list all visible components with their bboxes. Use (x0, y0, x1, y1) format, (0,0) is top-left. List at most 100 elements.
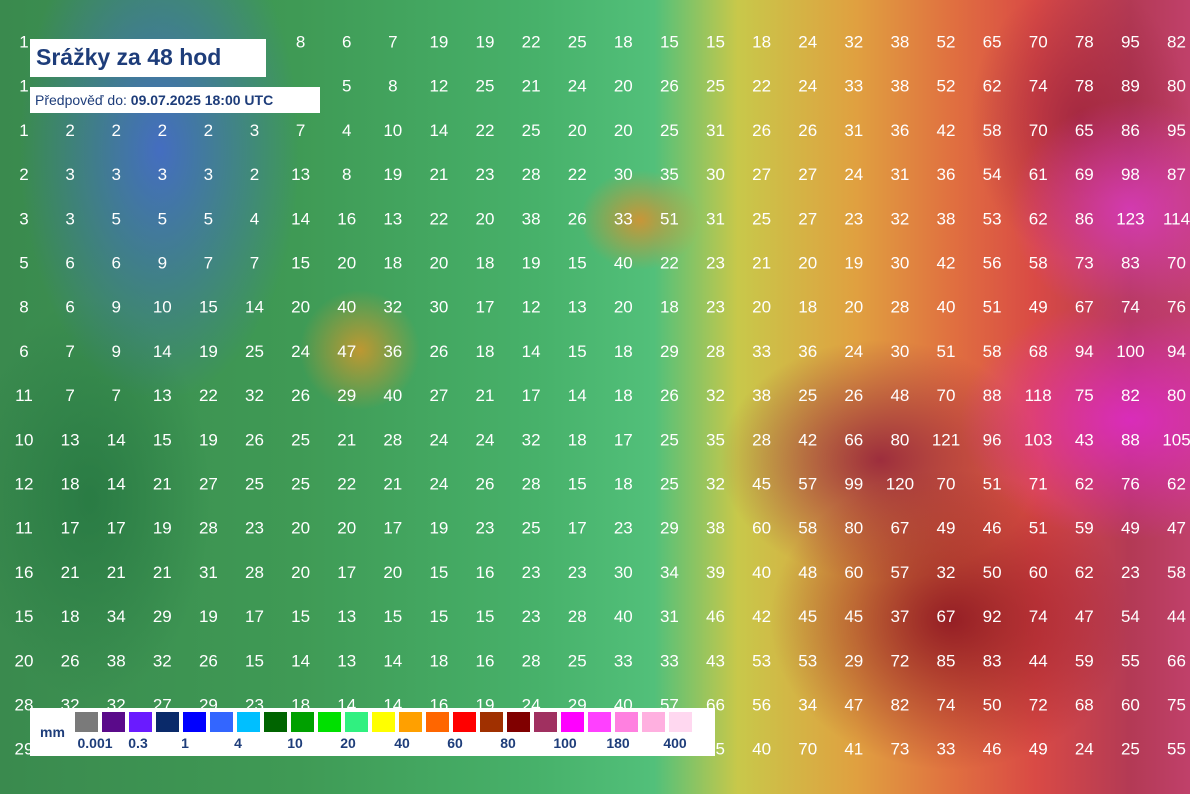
precip-value: 65 (983, 32, 1002, 51)
precip-value: 23 (476, 519, 495, 538)
precip-value: 38 (890, 32, 909, 51)
precip-value: 83 (983, 651, 1002, 670)
precip-value: 35 (706, 430, 725, 449)
precip-value: 22 (568, 165, 587, 184)
precip-value: 56 (983, 253, 1002, 272)
precip-value: 3 (19, 209, 28, 228)
precip-value: 35 (660, 165, 679, 184)
precip-value: 27 (798, 165, 817, 184)
precip-value: 21 (153, 474, 172, 493)
precip-value: 28 (522, 165, 541, 184)
precip-value: 18 (660, 298, 679, 317)
precip-value: 51 (983, 298, 1002, 317)
precip-value: 2 (250, 165, 259, 184)
precip-value: 53 (983, 209, 1002, 228)
precip-value: 8 (19, 298, 28, 317)
precip-value: 23 (245, 519, 264, 538)
precip-value: 8 (342, 165, 351, 184)
precip-value: 30 (890, 342, 909, 361)
precip-value: 40 (614, 253, 633, 272)
precip-value: 69 (1075, 165, 1094, 184)
legend-swatch (264, 712, 287, 732)
precip-value: 15 (429, 607, 448, 626)
precip-value: 22 (660, 253, 679, 272)
precip-value: 62 (1075, 563, 1094, 582)
precip-value: 15 (383, 607, 402, 626)
precip-value: 16 (337, 209, 356, 228)
precip-value: 46 (983, 519, 1002, 538)
precip-value: 25 (660, 430, 679, 449)
precip-value: 88 (1121, 430, 1140, 449)
precip-value: 72 (1029, 695, 1048, 714)
precip-value: 105 (1162, 430, 1190, 449)
precip-value: 26 (844, 386, 863, 405)
precip-value: 86 (1121, 121, 1140, 140)
precip-value: 26 (660, 386, 679, 405)
legend-swatch (372, 712, 395, 732)
precip-value: 18 (429, 651, 448, 670)
precip-value: 14 (291, 651, 310, 670)
precip-value: 26 (798, 121, 817, 140)
precip-value: 23 (522, 607, 541, 626)
precip-value: 70 (937, 474, 956, 493)
precip-value: 1 (19, 32, 28, 51)
precip-value: 34 (798, 695, 817, 714)
precip-value: 26 (245, 430, 264, 449)
legend-swatch (210, 712, 233, 732)
precip-value: 53 (752, 651, 771, 670)
precip-value: 8 (388, 77, 397, 96)
precip-value: 18 (614, 32, 633, 51)
precip-value: 51 (937, 342, 956, 361)
precip-value: 36 (937, 165, 956, 184)
precip-value: 12 (522, 298, 541, 317)
precip-value: 60 (844, 563, 863, 582)
precip-value: 15 (199, 298, 218, 317)
precip-value: 43 (706, 651, 725, 670)
precip-value: 30 (614, 563, 633, 582)
precip-value: 33 (660, 651, 679, 670)
precip-value: 5 (204, 209, 213, 228)
legend-label: 60 (447, 735, 463, 751)
precip-value: 87 (1167, 165, 1186, 184)
precip-value: 40 (937, 298, 956, 317)
precip-value: 9 (111, 342, 120, 361)
precip-value: 25 (522, 121, 541, 140)
precip-value: 89 (1121, 77, 1140, 96)
precip-value: 15 (291, 253, 310, 272)
precip-value: 10 (153, 298, 172, 317)
precip-value: 38 (706, 519, 725, 538)
precip-value: 6 (342, 32, 351, 51)
precip-value: 25 (568, 651, 587, 670)
precip-value: 48 (798, 563, 817, 582)
subtitle: Předpověď do: 09.07.2025 18:00 UTC (30, 87, 320, 113)
precip-value: 23 (844, 209, 863, 228)
precip-value: 24 (291, 342, 310, 361)
precip-value: 24 (429, 430, 448, 449)
precip-value: 28 (890, 298, 909, 317)
precip-value: 54 (983, 165, 1002, 184)
legend-swatch (129, 712, 152, 732)
precip-value: 20 (614, 121, 633, 140)
precip-value: 2 (19, 165, 28, 184)
legend-swatch (588, 712, 611, 732)
precip-value: 62 (1075, 474, 1094, 493)
precip-value: 34 (107, 607, 126, 626)
precip-value: 31 (706, 209, 725, 228)
precip-value: 32 (522, 430, 541, 449)
precip-value: 54 (1121, 607, 1140, 626)
precip-value: 19 (844, 253, 863, 272)
legend-swatch (642, 712, 665, 732)
precip-value: 94 (1167, 342, 1186, 361)
precip-value: 49 (1121, 519, 1140, 538)
precip-value: 24 (568, 77, 587, 96)
precip-value: 15 (660, 32, 679, 51)
precip-value: 80 (1167, 386, 1186, 405)
precip-value: 120 (886, 474, 914, 493)
precip-value: 14 (568, 386, 587, 405)
precip-value: 7 (250, 253, 259, 272)
precip-value: 49 (937, 519, 956, 538)
precip-value: 52 (937, 32, 956, 51)
precip-value: 25 (476, 77, 495, 96)
precip-value: 23 (614, 519, 633, 538)
